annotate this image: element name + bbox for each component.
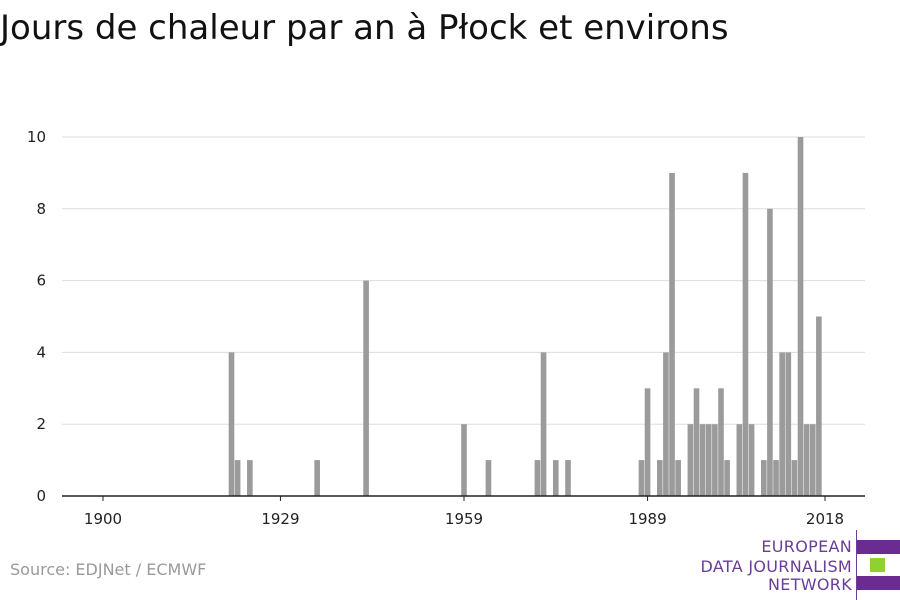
grid-lines [62, 136, 865, 425]
logo-bar-1 [857, 540, 900, 554]
bar-1959 [461, 424, 467, 496]
bar-2005 [742, 172, 749, 496]
bar-2013 [791, 460, 798, 496]
bar-1924 [247, 460, 253, 496]
bar-1921 [228, 352, 235, 496]
y-tick-label: 10 [27, 128, 46, 146]
x-tick-label: 1900 [84, 510, 122, 528]
x-tick-label: 1989 [628, 510, 666, 528]
bar-2002 [724, 460, 730, 496]
bar-2010 [773, 460, 779, 496]
bar-1991 [656, 460, 663, 496]
chart-title: Jours de chaleur par an à Płock et envir… [0, 8, 729, 48]
bar-1976 [565, 460, 571, 496]
bar-2004 [736, 424, 743, 496]
bar-2000 [712, 424, 718, 496]
bar-2011 [779, 352, 785, 496]
logo-bar-3 [857, 576, 900, 590]
x-tick-label: 2018 [806, 510, 844, 528]
logo-bar-2 [870, 558, 885, 572]
bar-1994 [675, 460, 681, 496]
bar-1974 [552, 460, 559, 496]
y-tick-label: 6 [36, 272, 46, 290]
bar-1963 [485, 460, 492, 496]
source-note: Source: EDJNet / ECMWF [10, 560, 207, 579]
bar-1943 [363, 280, 369, 496]
bar-1996 [687, 424, 694, 496]
bar-2014 [797, 137, 804, 496]
bar-2017 [816, 316, 822, 496]
bar-1988 [638, 460, 645, 496]
bar-1998 [699, 424, 706, 496]
logo-line-2: DATA JOURNALISM [700, 557, 852, 576]
bar-1992 [663, 352, 669, 496]
edjnet-logo: EUROPEAN DATA JOURNALISM NETWORK [680, 530, 900, 600]
bar-1997 [693, 388, 700, 496]
y-tick-label: 2 [36, 415, 46, 433]
logo-divider [856, 530, 857, 600]
bar-1971 [534, 460, 541, 496]
bar-2012 [785, 352, 792, 496]
bar-1999 [705, 424, 712, 496]
x-tick-label: 1959 [445, 510, 483, 528]
bar-2008 [760, 460, 767, 496]
y-tick-label: 4 [36, 343, 46, 361]
bar-2016 [809, 424, 816, 496]
x-axis-ticks: 1900 1929 1959 1989 2018 [84, 496, 844, 528]
logo-line-1: EUROPEAN [761, 537, 852, 556]
bar-1972 [540, 352, 547, 496]
bar-1935 [314, 460, 320, 496]
y-tick-label: 0 [36, 487, 46, 505]
bar-1922 [234, 460, 241, 496]
x-tick-label: 1929 [261, 510, 299, 528]
logo-line-3: NETWORK [768, 575, 852, 594]
y-axis-ticks: 0 2 4 6 8 10 [27, 128, 46, 505]
bar-1993 [669, 172, 675, 496]
bar-2006 [748, 424, 755, 496]
bar-1989 [644, 388, 651, 496]
bar-2001 [718, 388, 724, 496]
y-tick-label: 8 [36, 200, 46, 218]
bars [228, 137, 822, 497]
bar-2009 [767, 208, 773, 497]
bar-2015 [803, 424, 810, 496]
bar-chart: 1900 1929 1959 1989 2018 0 2 4 6 8 10 [27, 128, 865, 528]
